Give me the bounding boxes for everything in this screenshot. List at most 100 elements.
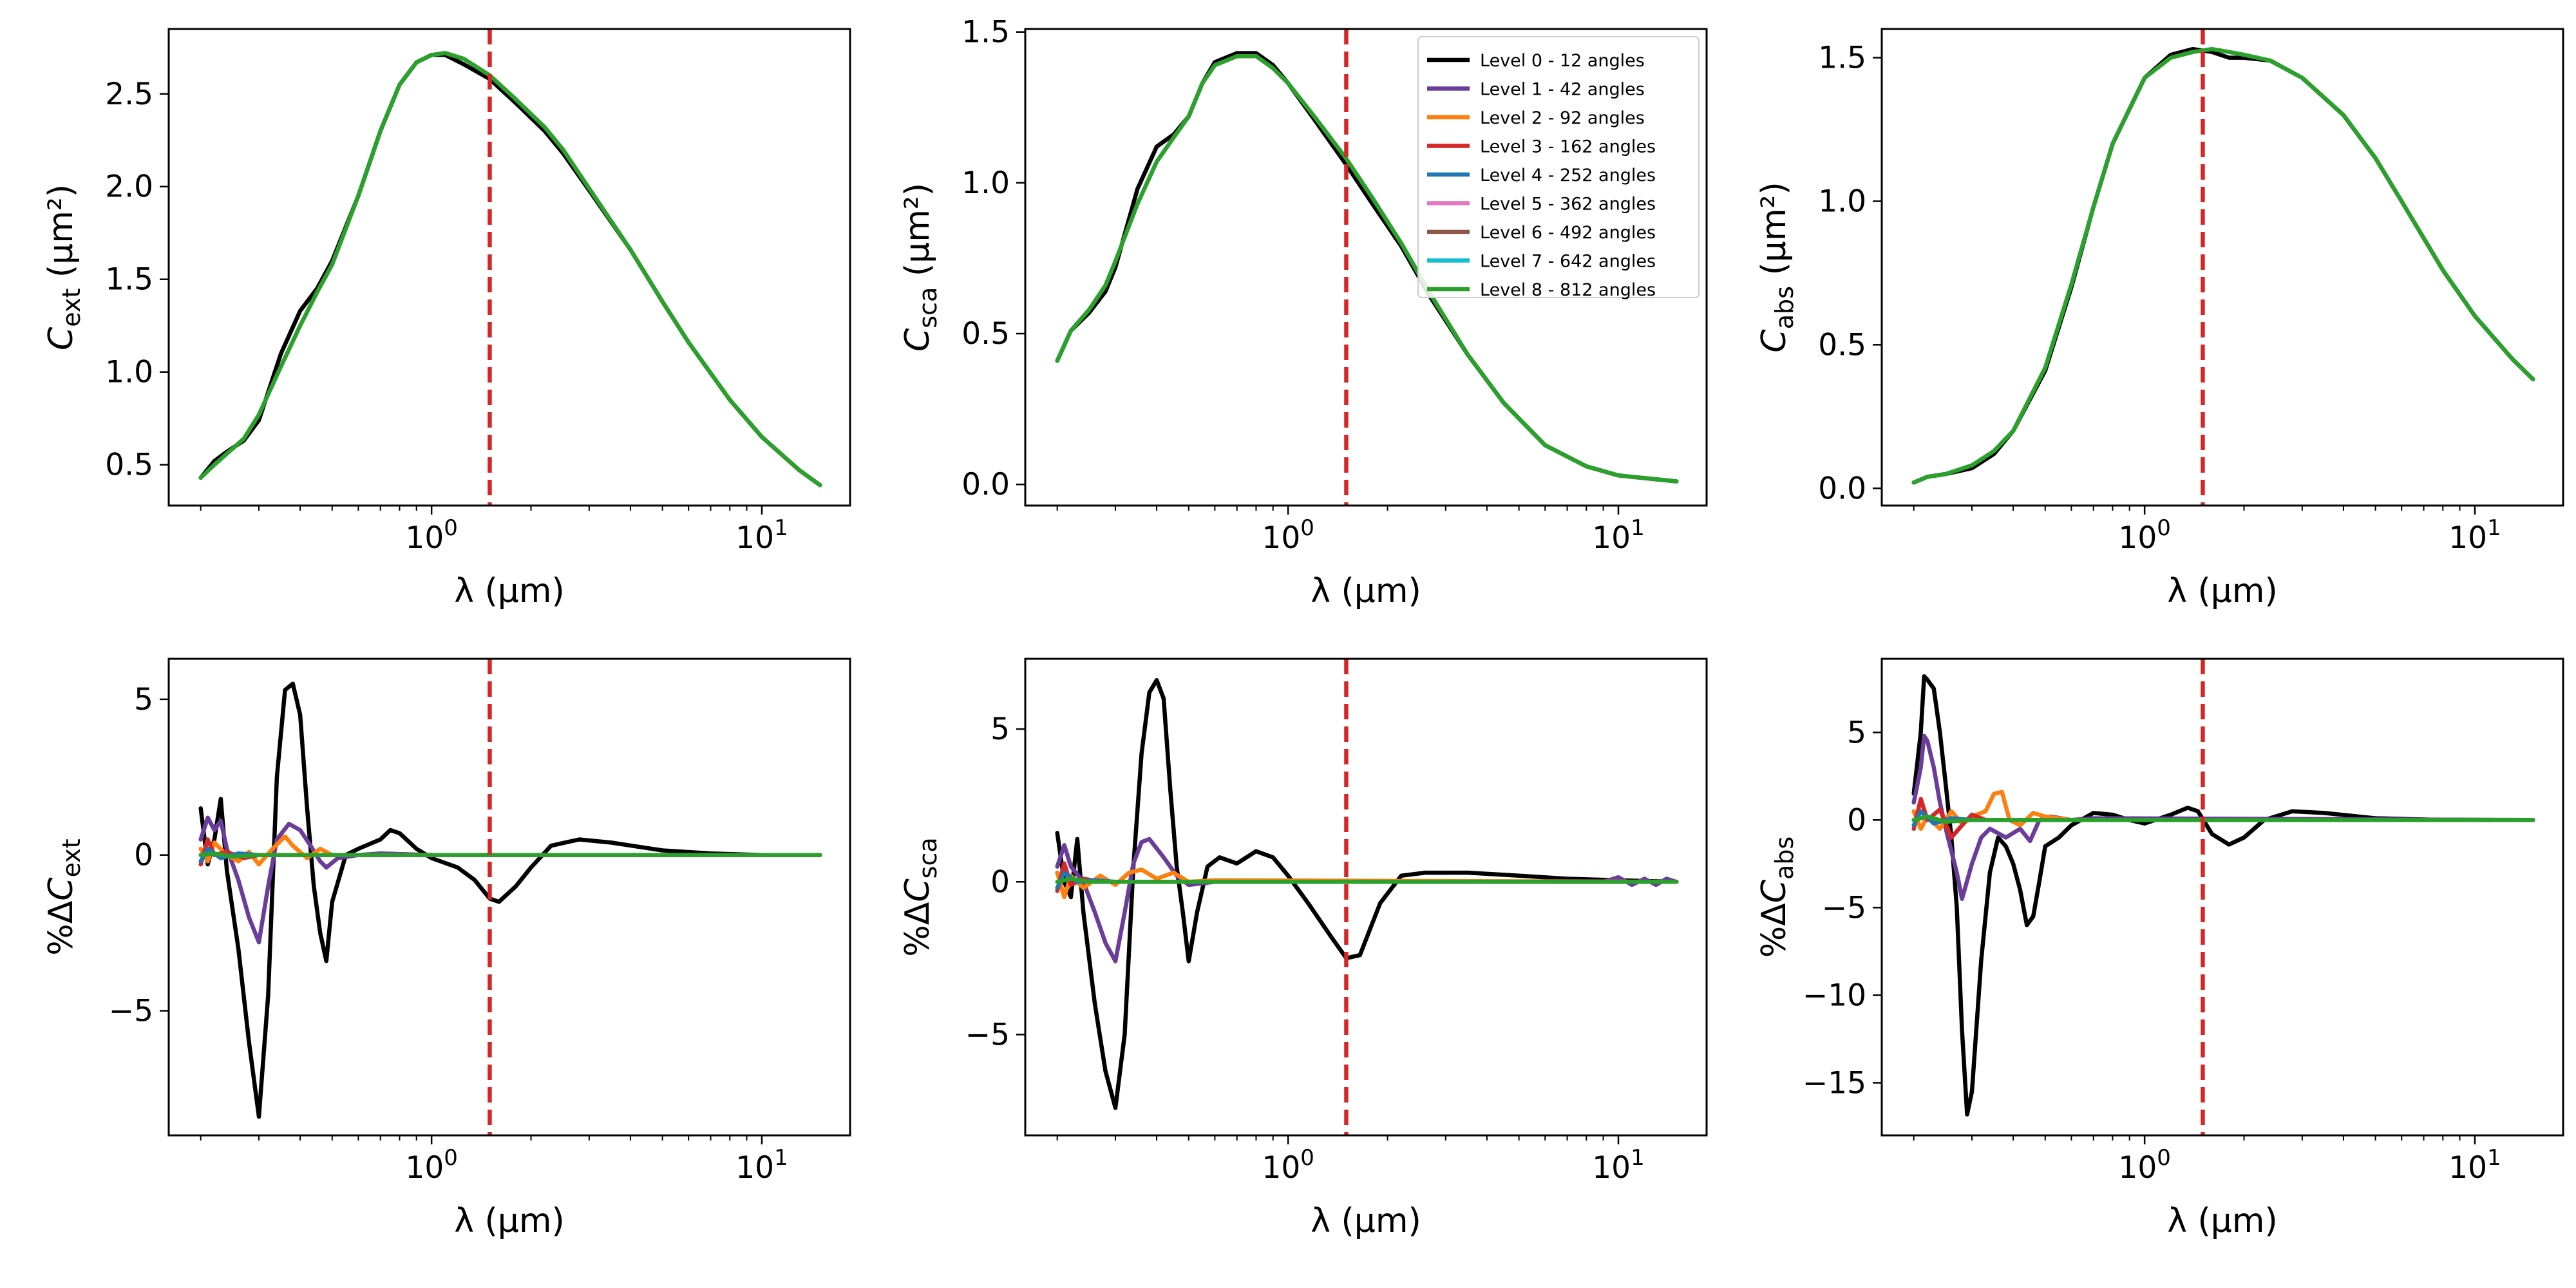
y-tick-label: 5: [134, 682, 153, 717]
x-tick-label: 101: [735, 515, 788, 556]
legend-frame: [1417, 36, 1700, 298]
y-label-symbol: C: [1755, 329, 1794, 353]
series-line: [198, 851, 822, 859]
series-group: [198, 51, 822, 488]
x-tick-exponent: 1: [1631, 515, 1645, 541]
series-line: [198, 53, 822, 488]
series-group: [1911, 46, 2535, 485]
x-tick-label: 100: [2118, 515, 2170, 556]
legend-label: Level 1 - 42 angles: [1480, 80, 1645, 100]
legend-label: Level 2 - 92 angles: [1480, 108, 1645, 128]
y-tick-label: 0: [990, 864, 1010, 900]
x-tick-exponent: 0: [1300, 1145, 1314, 1171]
x-tick-base: 10: [405, 1150, 444, 1186]
y-tick-label: −5: [1822, 890, 1866, 925]
y-label-subscript: ext: [57, 289, 86, 327]
series-group: [198, 681, 822, 1119]
series-group: [1911, 674, 2535, 1117]
y-tick-label: 0.0: [961, 467, 1010, 502]
y-label-units: (μm²): [1755, 182, 1794, 286]
y-label-symbol: C: [898, 328, 937, 352]
legend-label: Level 5 - 362 angles: [1480, 194, 1656, 214]
series-line: [198, 51, 822, 488]
y-tick-label: 2.5: [105, 77, 153, 112]
legend-label: Level 3 - 162 angles: [1480, 137, 1656, 157]
y-tick-label: −5: [109, 994, 153, 1029]
x-axis-label: λ (μm): [454, 572, 565, 611]
series-line: [1055, 53, 1679, 484]
y-axis-label: %ΔCext: [42, 838, 86, 955]
series-line: [1911, 674, 2535, 1117]
y-label-symbol: C: [42, 877, 80, 901]
x-tick-label: 100: [405, 1145, 457, 1186]
x-tick-exponent: 0: [2157, 515, 2171, 541]
x-tick-base: 10: [2448, 1150, 2487, 1186]
axes-frame: [1024, 28, 1708, 507]
y-tick-label: 0.5: [1818, 327, 1866, 363]
y-tick-label: 5: [990, 712, 1010, 747]
axes-frame: [167, 658, 851, 1137]
x-axis-label: λ (μm): [2167, 1202, 2278, 1240]
y-label-units: (μm²): [898, 183, 937, 287]
x-tick-exponent: 1: [774, 515, 788, 541]
legend-label: Level 6 - 492 angles: [1480, 223, 1656, 243]
x-tick-label: 100: [405, 515, 457, 556]
y-label-subscript: ext: [57, 838, 86, 877]
series-group: [1055, 51, 1679, 484]
series-line: [198, 681, 822, 1119]
y-tick-label: 1.5: [961, 15, 1010, 50]
series-line: [1055, 876, 1679, 884]
y-label-prefix: %Δ: [42, 900, 80, 955]
x-tick-exponent: 1: [2487, 1145, 2501, 1171]
y-axis-label: Cabs (μm²): [1755, 182, 1799, 352]
series-line: [1055, 677, 1679, 1110]
x-tick-base: 10: [1592, 520, 1631, 556]
y-label-subscript: sca: [914, 287, 942, 328]
y-tick-label: −15: [1803, 1065, 1866, 1101]
y-tick-label: −5: [965, 1017, 1010, 1052]
y-tick-label: 0: [1847, 802, 1866, 838]
x-tick-exponent: 1: [774, 1145, 788, 1171]
y-label-prefix: %Δ: [898, 902, 937, 956]
x-tick-label: 101: [1592, 1145, 1644, 1186]
axes-frame: [167, 28, 851, 507]
x-tick-exponent: 1: [1631, 1145, 1645, 1171]
y-tick-label: 1.5: [1818, 41, 1866, 76]
y-tick-label: 5: [1847, 715, 1866, 750]
x-axis-label: λ (μm): [1311, 1202, 1421, 1240]
y-tick-label: 0: [134, 838, 153, 873]
x-axis-label: λ (μm): [454, 1202, 565, 1240]
y-tick-label: 1.0: [105, 355, 153, 390]
x-tick-base: 10: [1592, 1150, 1631, 1186]
y-tick-label: 1.0: [1818, 184, 1866, 219]
y-axis-label: Csca (μm²): [898, 183, 942, 352]
y-tick-label: 0.5: [105, 448, 153, 483]
x-tick-label: 101: [2448, 1145, 2501, 1186]
x-tick-base: 10: [405, 520, 444, 556]
x-tick-base: 10: [2448, 520, 2487, 556]
legend-label: Level 8 - 812 angles: [1480, 280, 1656, 300]
x-tick-base: 10: [2118, 1150, 2157, 1186]
x-tick-label: 100: [1262, 515, 1314, 556]
legend-label: Level 7 - 642 angles: [1480, 252, 1656, 272]
y-label-prefix: %Δ: [1755, 903, 1794, 958]
x-tick-label: 100: [1262, 1145, 1314, 1186]
x-tick-label: 100: [2118, 1145, 2170, 1186]
y-tick-label: 0.0: [1818, 471, 1866, 506]
axes-frame: [1024, 658, 1708, 1137]
x-tick-base: 10: [735, 1150, 774, 1186]
y-tick-label: 0.5: [961, 316, 1010, 352]
y-label-symbol: C: [898, 878, 937, 902]
x-tick-exponent: 0: [444, 1145, 458, 1171]
y-axis-label: %ΔCsca: [898, 837, 942, 956]
y-axis-label: %ΔCabs: [1755, 837, 1799, 958]
y-label-symbol: C: [42, 327, 80, 350]
y-axis-label: Cext (μm²): [42, 184, 86, 350]
